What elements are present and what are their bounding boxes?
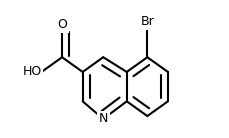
Text: Br: Br xyxy=(140,15,153,28)
Text: N: N xyxy=(98,112,107,125)
Text: O: O xyxy=(57,18,67,31)
Text: HO: HO xyxy=(22,65,41,78)
